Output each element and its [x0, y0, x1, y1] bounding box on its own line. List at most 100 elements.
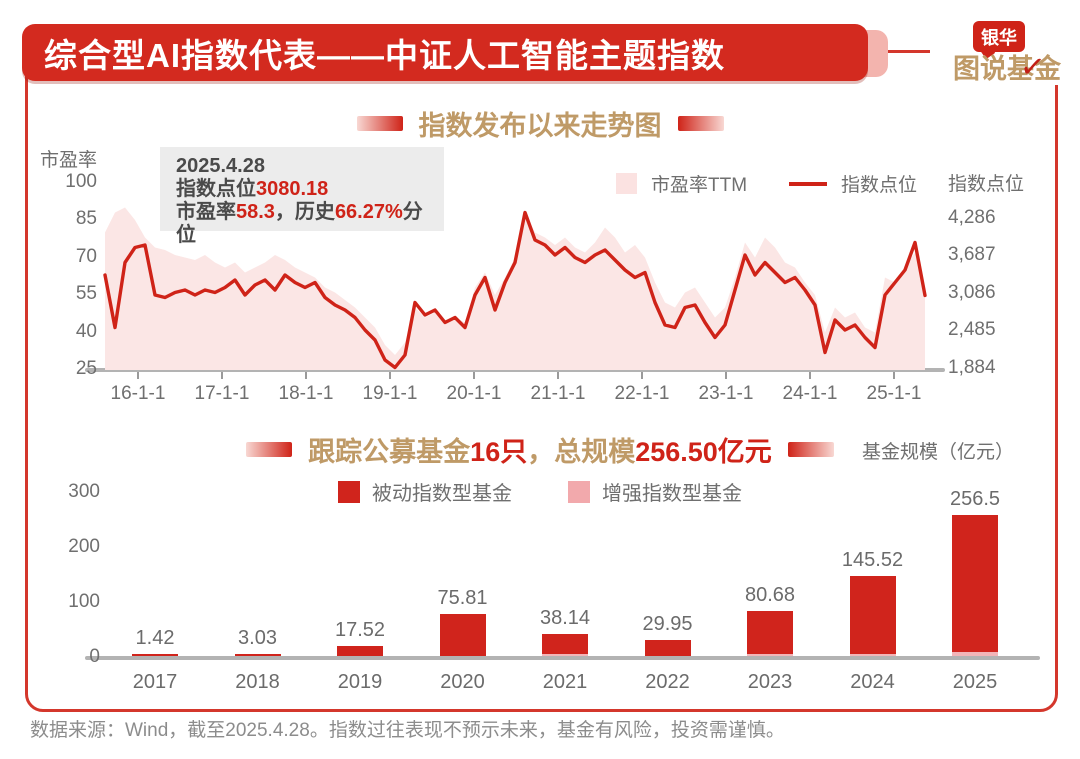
annotation-index-line: 指数点位3080.18 — [176, 178, 428, 201]
passive-fund-bar-segment — [542, 634, 588, 654]
x-axis-tick-label: 23-1-1 — [698, 383, 754, 404]
trend-plot-svg — [103, 207, 927, 370]
brand-logo-top-text: 银华 — [981, 27, 1017, 48]
bar-year-label: 2021 — [542, 671, 588, 693]
trend-legend: 市盈率TTM 指数点位 — [616, 170, 917, 197]
passive-fund-bar-segment — [337, 646, 383, 656]
x-axis-tick-label: 25-1-1 — [866, 383, 922, 404]
header-accent-bar-left — [246, 442, 293, 457]
index-axis-tick-label: 1,884 — [948, 356, 996, 378]
pe-axis-tick-label: 85 — [75, 208, 97, 230]
bar-value-label: 75.81 — [437, 587, 488, 610]
pe-axis-tick-label: 55 — [75, 283, 97, 305]
text-part: 跟踪公募基金 — [308, 437, 471, 467]
right-axis-title: 指数点位 — [948, 174, 1025, 195]
passive-fund-bar-segment — [644, 639, 691, 656]
enhanced-fund-bar-segment — [542, 654, 588, 656]
bar-year-label: 2025 — [952, 671, 998, 693]
index-line-series — [103, 210, 927, 370]
x-axis-tickmark — [389, 372, 391, 379]
text-part: 指数点位 — [176, 178, 256, 200]
bar-y-axis-tick-label: 0 — [89, 646, 100, 667]
annotation-pe-line: 市盈率58.3，历史66.27%分位 — [176, 201, 428, 247]
bar-value-label: 256.5 — [949, 487, 1001, 510]
x-axis-tickmark — [809, 372, 811, 379]
bar-y-axis-tick-label: 300 — [68, 481, 100, 502]
pe-axis-tick-label: 100 — [65, 171, 97, 192]
title-banner: 综合型AI指数代表——中证人工智能主题指数 — [22, 24, 868, 81]
text-part: 256.50亿元 — [635, 437, 772, 467]
bar-value-label: 145.52 — [841, 548, 904, 571]
index-axis-tick-label: 3,086 — [948, 281, 996, 303]
bar-value-label: 1.42 — [135, 626, 175, 649]
pe-axis-tick-label: 40 — [75, 320, 97, 342]
header-accent-bar-left — [356, 116, 403, 131]
index-axis-tick-label: 2,485 — [948, 319, 996, 340]
bar-year-label: 2022 — [645, 671, 690, 693]
x-axis-tick-label: 16-1-1 — [110, 383, 166, 404]
enhanced-fund-bar-segment — [952, 651, 998, 656]
trend-section-header: 指数发布以来走势图 — [0, 104, 1080, 143]
data-source-footnote: 数据来源：Wind，截至2025.4.28。指数过往表现不预示未来，基金有风险，… — [30, 720, 785, 741]
text-part: 66.27% — [334, 201, 403, 223]
text-part: ，历史 — [274, 201, 335, 223]
page-title: 综合型AI指数代表——中证人工智能主题指数 — [44, 36, 725, 74]
funds-section-title: 跟踪公募基金16只，总规模256.50亿元 — [308, 430, 772, 469]
passive-fund-bar-segment — [747, 611, 793, 654]
bar-value-label: 38.14 — [539, 607, 591, 630]
passive-fund-bar-segment — [849, 575, 896, 654]
enhanced-fund-legend-swatch — [568, 480, 590, 503]
brand-logo-badge: 银华 — [973, 21, 1025, 52]
enhanced-fund-legend-item: 增强指数型基金 — [568, 477, 742, 506]
text-part: ，总规模 — [527, 437, 636, 467]
bar-year-label: 2020 — [440, 671, 485, 693]
header-accent-bar-right — [787, 442, 834, 457]
annotation-date: 2025.4.28 — [176, 155, 265, 177]
x-axis-tick-label: 18-1-1 — [278, 383, 334, 404]
x-axis-tickmark — [557, 372, 559, 379]
enhanced-fund-legend-label: 增强指数型基金 — [602, 483, 742, 505]
index-line-legend-swatch — [789, 181, 828, 186]
passive-fund-bar-segment — [234, 653, 281, 656]
x-axis-tickmark — [725, 372, 727, 379]
x-axis-tick-label: 21-1-1 — [530, 383, 586, 404]
x-axis-tickmark — [221, 372, 223, 379]
funds-section-header: 跟踪公募基金16只，总规模256.50亿元 — [0, 430, 1080, 469]
passive-fund-bar-segment — [952, 514, 998, 652]
text-part: 16只 — [470, 437, 528, 467]
bar-year-label: 2023 — [747, 671, 793, 693]
x-axis-tickmark — [305, 372, 307, 379]
checkmark-icon: ✓ — [1018, 49, 1047, 86]
enhanced-fund-bar-segment — [747, 654, 793, 656]
latest-data-annotation: 2025.4.28 指数点位3080.18 市盈率58.3，历史66.27%分位 — [160, 147, 444, 246]
bar-value-label: 17.52 — [334, 619, 386, 642]
bar-year-label: 2017 — [132, 671, 178, 693]
passive-fund-legend-swatch — [338, 480, 360, 503]
bar-y-axis-tick-label: 200 — [68, 536, 100, 557]
x-axis-tick-label: 20-1-1 — [446, 383, 502, 404]
left-axis-title: 市盈率 — [39, 150, 97, 171]
text-part: 58.3 — [236, 201, 275, 223]
x-axis-tickmark — [473, 372, 475, 379]
bar-chart-legend: 被动指数型基金 增强指数型基金 — [0, 477, 1080, 506]
bar-year-label: 2024 — [850, 671, 895, 693]
x-axis-tick-label: 24-1-1 — [782, 383, 838, 404]
pe-axis-tick-label: 70 — [75, 245, 97, 267]
bar-year-label: 2018 — [235, 671, 280, 693]
pe-axis-tick-label: 25 — [75, 358, 97, 379]
x-axis-tick-label: 17-1-1 — [194, 383, 250, 404]
x-axis-tick-label: 22-1-1 — [614, 383, 670, 404]
pe-area-legend-swatch — [616, 173, 637, 194]
bar-value-label: 29.95 — [642, 612, 693, 635]
passive-fund-legend-label: 被动指数型基金 — [372, 483, 512, 505]
bar-chart-unit-label: 基金规模（亿元） — [862, 442, 1015, 463]
x-axis-tickmark — [137, 372, 139, 379]
bar-year-label: 2019 — [337, 671, 383, 693]
x-axis-tickmark — [893, 372, 895, 379]
index-legend-label: 指数点位 — [841, 175, 918, 196]
bar-y-axis-tick-label: 100 — [68, 591, 100, 612]
passive-fund-legend-item: 被动指数型基金 — [338, 477, 512, 506]
